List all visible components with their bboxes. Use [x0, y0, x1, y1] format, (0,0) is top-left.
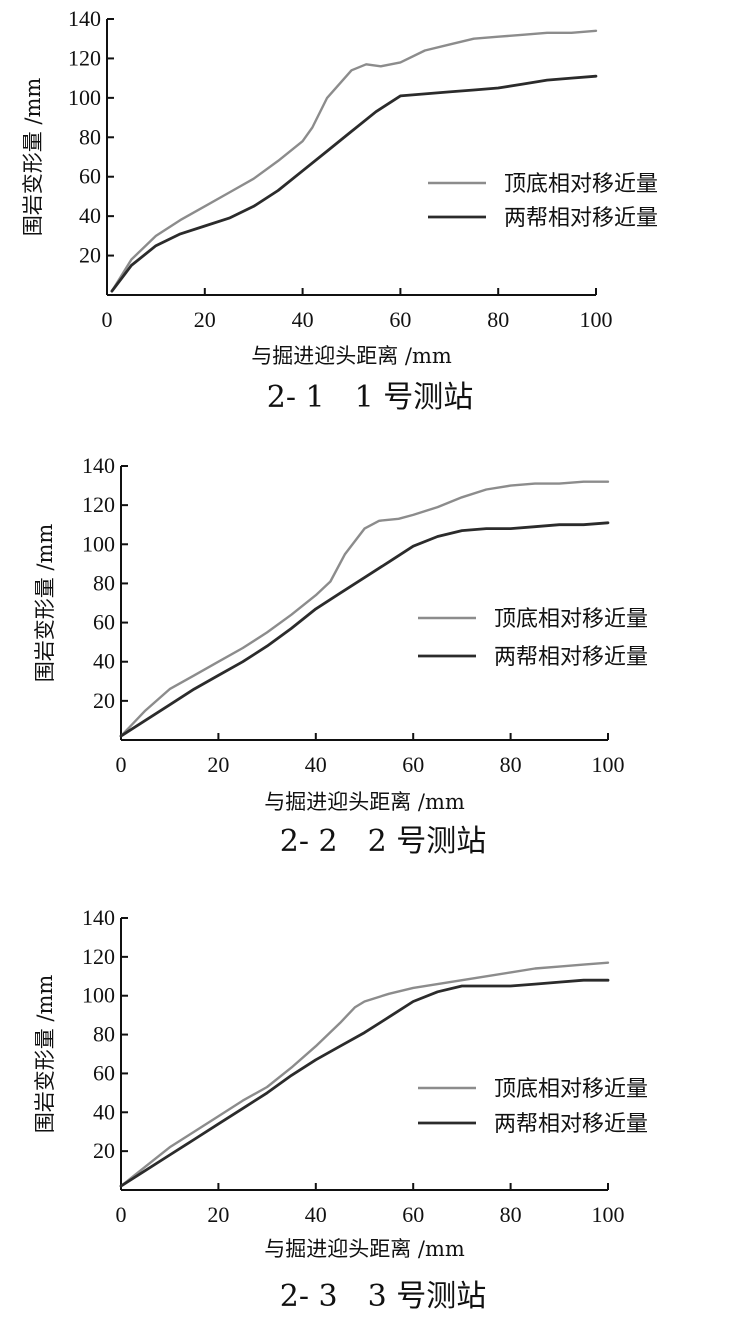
chart-3-y-tick-label: 100: [82, 983, 115, 1008]
chart-1-series-line-2: [110, 74, 598, 293]
chart-2-svg: 20 40 60 80 100 120 140 0 20 40 60 80 100 与掘进迎头距离 /mm…: [33, 453, 648, 859]
chart-2-y-tick-label: 140: [82, 453, 115, 478]
chart-2-y-tick-label: 80: [93, 570, 115, 595]
chart-3-y-tick-label: 60: [93, 1060, 115, 1085]
chart-3-y-axis-title: 围岩变形量 /mm: [33, 975, 57, 1134]
chart-panel-2: 20 40 60 80 100 120 140 0 20 40 60 80 100 与掘进迎头距离 /mm…: [0, 445, 738, 885]
chart-3-y-tick-label: 20: [93, 1138, 115, 1163]
chart-1-y-tick-label: 40: [79, 203, 101, 228]
chart-2-x-axis-title: 与掘进迎头距离 /mm: [264, 790, 465, 814]
chart-2-x-tick-label: 20: [207, 752, 229, 777]
chart-3-x-tick-label: 40: [305, 1202, 327, 1227]
chart-2-x-tick-label: 60: [402, 752, 424, 777]
chart-1-x-tick-label: 80: [487, 307, 509, 332]
chart-2-x-tick-label: 0: [116, 752, 127, 777]
chart-3-y-tick-label: 120: [82, 944, 115, 969]
chart-3-svg: 20 40 60 80 100 120 140 0 20 40 60 80 100 与掘进迎头距离 /mm…: [33, 905, 648, 1314]
chart-2-series-line-2: [119, 521, 610, 738]
chart-3-legend-label-2: 两帮相对移近量: [494, 1112, 648, 1137]
chart-1-x-tick-label: 0: [102, 307, 113, 332]
chart-3-y-tick-label: 40: [93, 1099, 115, 1124]
chart-1-x-tick-label: 20: [194, 307, 216, 332]
chart-1-svg: 20 40 60 80 100 120 140 0 20 40 60 80 100 与掘进迎头距离 /mm…: [21, 6, 658, 415]
chart-3-x-tick-label: 0: [116, 1202, 127, 1227]
chart-1-legend-label-1: 顶底相对移近量: [504, 172, 658, 197]
chart-3-x-tick-label: 60: [402, 1202, 424, 1227]
chart-3-series-line-1: [119, 961, 610, 1188]
chart-3-caption: 2- 3 3 号测站: [280, 1279, 486, 1314]
chart-panel-3: 20 40 60 80 100 120 140 0 20 40 60 80 100 与掘进迎头距离 /mm…: [0, 893, 738, 1327]
chart-2-x-tick-label: 40: [305, 752, 327, 777]
chart-1-y-tick-label: 120: [68, 45, 101, 70]
chart-2-y-tick-label: 100: [82, 531, 115, 556]
chart-2-caption: 2- 2 2 号测站: [280, 824, 486, 859]
chart-2-y-tick-label: 120: [82, 492, 115, 517]
chart-3-x-tick-label: 100: [592, 1202, 625, 1227]
chart-2-legend-label-1: 顶底相对移近量: [494, 607, 648, 632]
chart-1-caption: 2- 1 1 号测站: [267, 380, 473, 415]
chart-1-y-tick-label: 60: [79, 164, 101, 189]
chart-2-x-tick-label: 100: [592, 752, 625, 777]
chart-1-x-tick-label: 100: [580, 307, 613, 332]
chart-1-x-tick-label: 60: [389, 307, 411, 332]
chart-3-x-axis-title: 与掘进迎头距离 /mm: [264, 1237, 465, 1261]
chart-1-x-axis-title: 与掘进迎头距离 /mm: [251, 344, 452, 368]
chart-2-x-tick-label: 80: [500, 752, 522, 777]
chart-1-y-axis-title: 围岩变形量 /mm: [21, 78, 45, 237]
chart-1-series-line-1: [110, 29, 598, 293]
chart-2-y-tick-label: 40: [93, 649, 115, 674]
chart-1-y-tick-label: 140: [68, 6, 101, 31]
chart-3-series-line-2: [119, 978, 610, 1188]
chart-1-y-tick-label: 100: [68, 85, 101, 110]
chart-1-y-tick-label: 20: [79, 243, 101, 268]
chart-2-series-line-1: [119, 480, 610, 738]
chart-1-x-tick-label: 40: [292, 307, 314, 332]
chart-1-legend-label-2: 两帮相对移近量: [504, 206, 658, 231]
chart-3-y-tick-label: 140: [82, 905, 115, 930]
chart-2-y-axis-title: 围岩变形量 /mm: [33, 524, 57, 683]
chart-panel-1: 20 40 60 80 100 120 140 0 20 40 60 80 100 与掘进迎头距离 /mm…: [0, 0, 738, 440]
chart-3-y-tick-label: 80: [93, 1022, 115, 1047]
chart-2-legend-label-2: 两帮相对移近量: [494, 645, 648, 670]
chart-1-y-tick-label: 80: [79, 124, 101, 149]
chart-3-x-tick-label: 80: [500, 1202, 522, 1227]
chart-2-y-tick-label: 20: [93, 688, 115, 713]
chart-3-legend-label-1: 顶底相对移近量: [494, 1077, 648, 1102]
chart-3-x-tick-label: 20: [207, 1202, 229, 1227]
chart-2-y-tick-label: 60: [93, 610, 115, 635]
